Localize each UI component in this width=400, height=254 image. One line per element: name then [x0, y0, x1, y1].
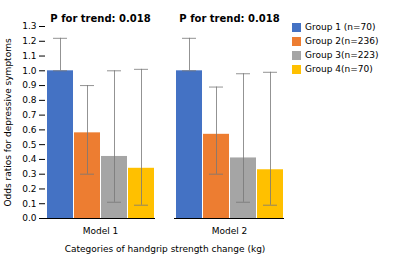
html-text:Group 1 (n=70): Group 1 (n=70) [305, 22, 376, 32]
svg-text:0.9: 0.9 [22, 80, 37, 90]
html-text:Group 4(n=70): Group 4(n=70) [305, 64, 373, 74]
svg-text:1.2: 1.2 [22, 36, 36, 46]
html-text:Group 2(n=236): Group 2(n=236) [305, 36, 379, 46]
svg-text:Categories of handgrip strengt: Categories of handgrip strength change (… [65, 244, 266, 254]
html-text:Group 3(n=223): Group 3(n=223) [305, 50, 379, 60]
svg-text:0.7: 0.7 [22, 110, 36, 120]
svg-text:1.0: 1.0 [22, 66, 37, 76]
svg-text:0.0: 0.0 [22, 213, 37, 223]
svg-text:0.1: 0.1 [22, 199, 36, 209]
svg-text:1.1: 1.1 [22, 51, 36, 61]
svg-text:1.3: 1.3 [22, 21, 36, 31]
svg-text:0.8: 0.8 [22, 95, 37, 105]
svg-text:0.4: 0.4 [22, 154, 37, 164]
svg-text:P for trend: 0.018: P for trend: 0.018 [179, 13, 279, 24]
svg-text:0.5: 0.5 [22, 140, 36, 150]
svg-text:Model 2: Model 2 [212, 226, 248, 236]
svg-text:Odds ratios for depressive sym: Odds ratios for depressive symptoms [3, 38, 13, 206]
svg-text:0.6: 0.6 [22, 125, 37, 135]
svg-text:P for trend: 0.018: P for trend: 0.018 [50, 13, 150, 24]
svg-text:0.2: 0.2 [22, 184, 36, 194]
svg-text:0.3: 0.3 [22, 169, 36, 179]
svg-text:Model 1: Model 1 [83, 226, 119, 236]
